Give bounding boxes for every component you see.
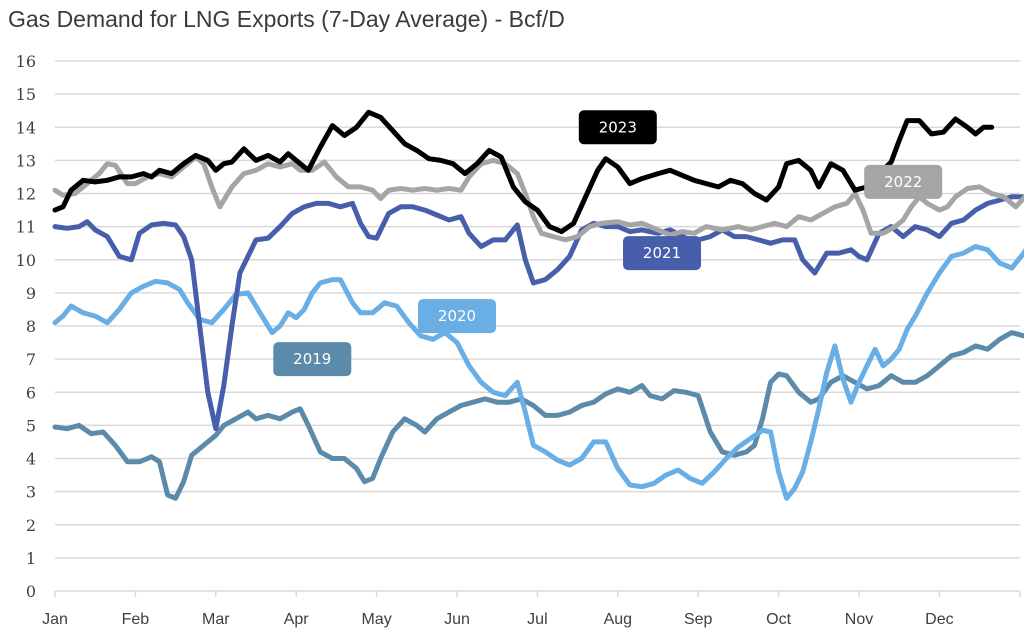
series-label-box xyxy=(273,342,352,377)
x-tick-label: Oct xyxy=(766,611,791,628)
series-label-2022: 2022 xyxy=(864,164,943,199)
x-tick-label: Jun xyxy=(444,611,470,628)
series-label-2023: 2023 xyxy=(578,110,657,145)
x-tick-label: Jul xyxy=(527,611,547,628)
x-tick-label: Dec xyxy=(925,611,953,628)
x-tick-label: Feb xyxy=(122,611,150,628)
series-label-text: 2022 xyxy=(884,173,922,191)
series-label-text: 2019 xyxy=(293,350,331,368)
series-line-2023 xyxy=(52,109,995,235)
y-tick-label: 2 xyxy=(26,516,36,535)
series-label-box xyxy=(418,299,496,334)
series-label-text: 2021 xyxy=(643,244,681,262)
x-tick-label: Aug xyxy=(604,611,632,628)
x-tick-label: Nov xyxy=(845,611,873,628)
series-line-2021 xyxy=(52,194,1024,432)
y-tick-label: 10 xyxy=(16,251,36,270)
series-lines xyxy=(52,109,1024,501)
series-line-2020 xyxy=(52,244,1024,501)
y-tick-label: 7 xyxy=(26,350,36,369)
series-label-box xyxy=(578,110,657,145)
y-tick-label: 1 xyxy=(26,549,36,568)
chart-title: Gas Demand for LNG Exports (7-Day Averag… xyxy=(8,6,565,32)
y-tick-label: 0 xyxy=(26,582,36,601)
y-tick-label: 11 xyxy=(16,218,36,237)
series-line-2019 xyxy=(52,330,1024,501)
x-axis-ticks: Jan Feb Mar Apr May Jun Jul Aug Sep Oct Nov Dec xyxy=(42,611,954,628)
series-label-2020: 2020 xyxy=(418,299,496,334)
series-label-2021: 2021 xyxy=(623,236,702,271)
x-tick-label: Mar xyxy=(202,611,230,628)
y-tick-label: 4 xyxy=(26,450,36,469)
x-tick-label: Jan xyxy=(42,611,68,628)
x-tick-label: Apr xyxy=(284,611,310,628)
y-tick-label: 8 xyxy=(26,317,36,336)
x-axis xyxy=(54,590,1021,597)
y-tick-label: 16 xyxy=(16,52,36,71)
x-tick-label: May xyxy=(361,611,391,628)
y-tick-label: 14 xyxy=(16,118,36,137)
y-tick-label: 15 xyxy=(16,85,36,104)
y-tick-label: 3 xyxy=(26,483,36,502)
series-label-2019: 2019 xyxy=(273,342,352,377)
y-tick-label: 6 xyxy=(26,383,36,402)
y-tick-label: 5 xyxy=(26,416,36,435)
y-tick-label: 12 xyxy=(16,185,36,204)
series-label-text: 2023 xyxy=(599,118,637,136)
y-tick-label: 9 xyxy=(26,284,36,303)
x-tick-label: Sep xyxy=(684,611,713,628)
series-label-text: 2020 xyxy=(438,307,476,325)
series-line-2022 xyxy=(52,154,1024,243)
series-label-box xyxy=(623,236,702,271)
series-labels: 2019 2020 2021 2022 2023 xyxy=(273,110,943,377)
series-label-box xyxy=(864,164,943,199)
y-tick-label: 13 xyxy=(16,151,36,170)
